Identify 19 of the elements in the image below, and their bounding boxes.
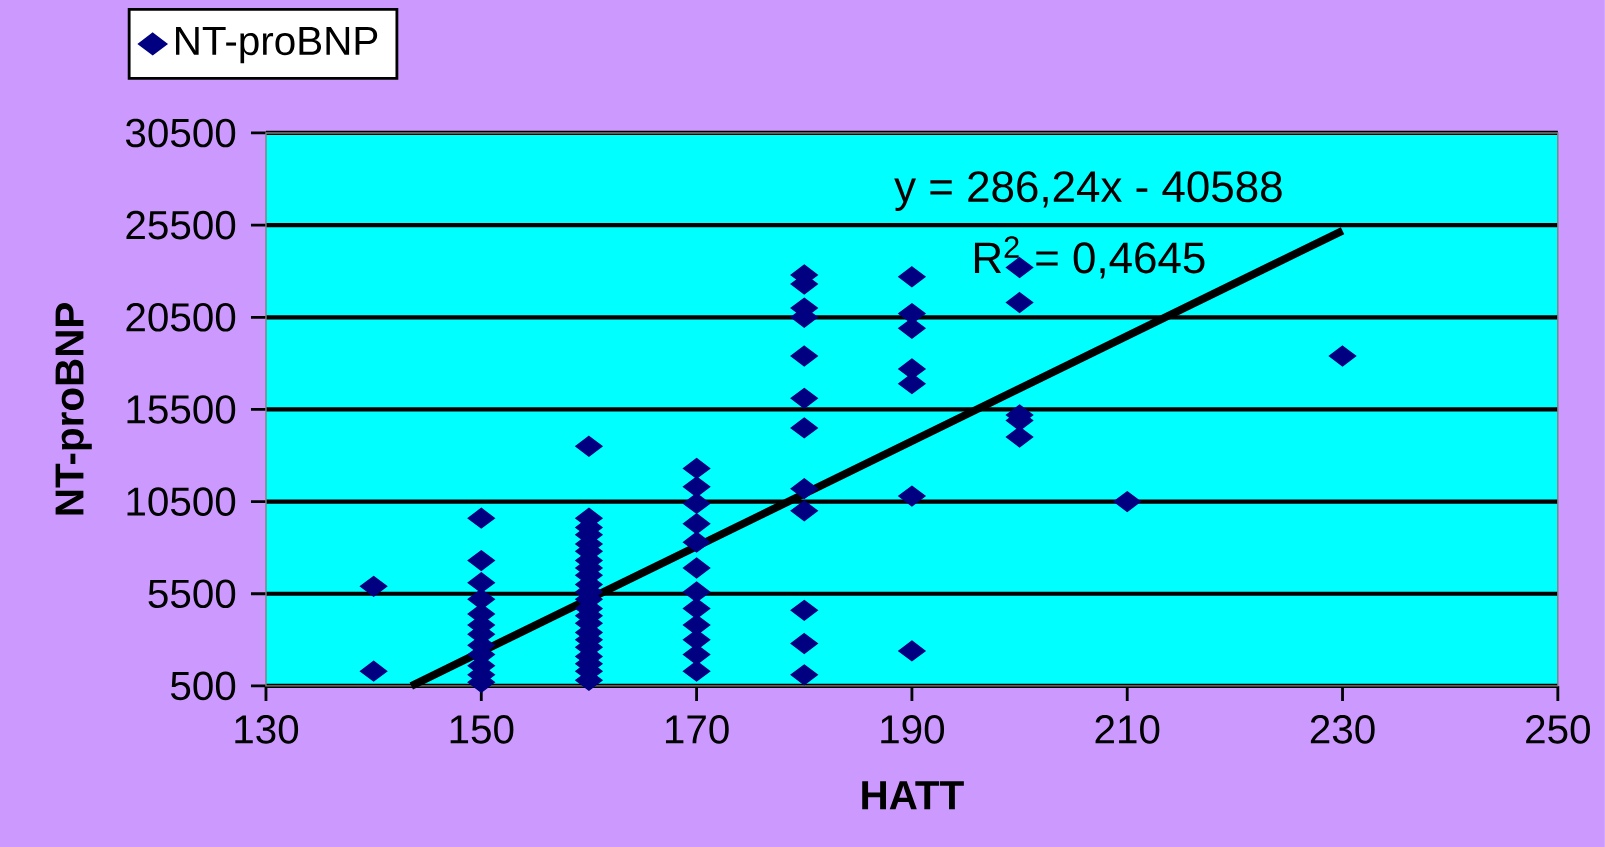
y-tick-label: 10500: [127, 487, 236, 516]
x-axis-title: HATT: [862, 781, 964, 810]
x-tick-label: 150: [450, 715, 514, 744]
x-tick-label: 130: [235, 715, 299, 744]
y-tick-label: 500: [170, 671, 236, 701]
x-tick-label: 230: [1310, 715, 1375, 744]
y-tick-label: 5500: [148, 579, 236, 609]
y-tick-label: 25500: [126, 210, 236, 240]
x-tick-label: 250: [1526, 715, 1590, 744]
legend-label: NT-proBNP: [176, 27, 378, 64]
x-tick-label: 190: [881, 715, 945, 744]
x-tick-label: 210: [1095, 715, 1160, 744]
y-axis-title: NT-proBNP: [55, 303, 92, 515]
y-tick-label: 15500: [127, 395, 236, 424]
annotation: R$^{2}$ = 0,4645: [974, 236, 1205, 279]
x-tick-label: 170: [665, 715, 729, 744]
y-tick-label: 30500: [125, 118, 236, 148]
annotation: y = 286,24x - 40588: [894, 171, 1282, 211]
y-tick-label: 20500: [126, 303, 236, 332]
